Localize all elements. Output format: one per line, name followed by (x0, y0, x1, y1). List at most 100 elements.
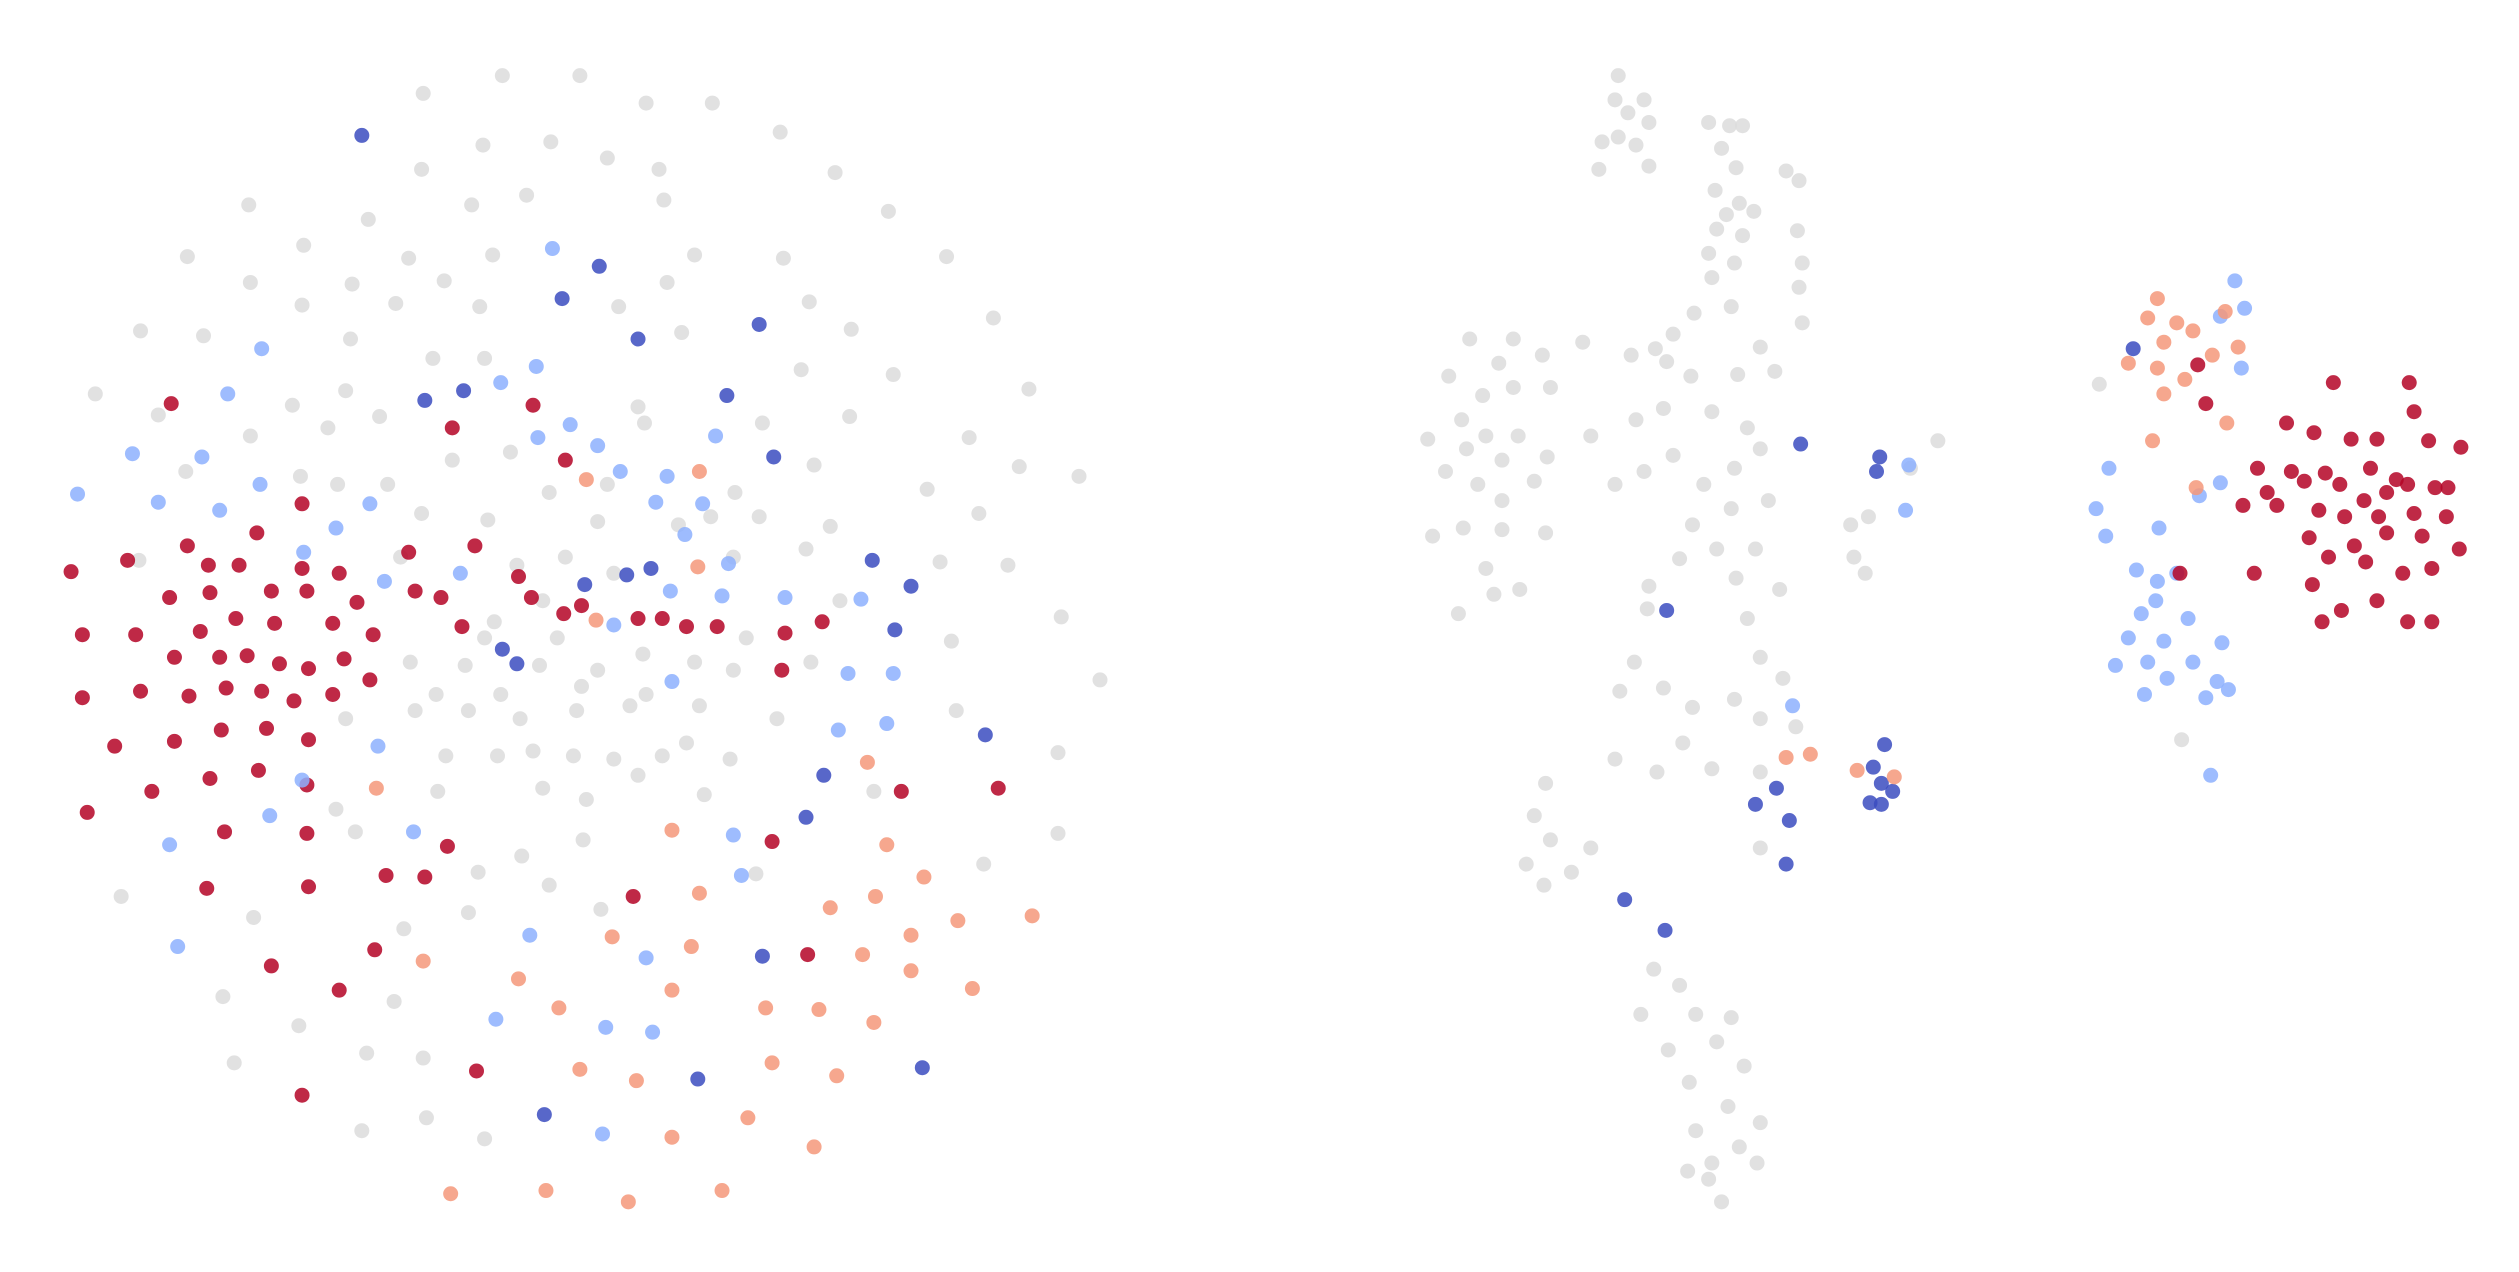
point (1684, 517, 1700, 533)
point (1672, 551, 1688, 567)
point (764, 834, 780, 850)
point (292, 468, 308, 484)
point (1505, 331, 1521, 347)
point (733, 867, 749, 883)
point (294, 496, 310, 512)
point (798, 809, 814, 825)
point (2214, 635, 2230, 651)
point (443, 1186, 459, 1202)
point (294, 560, 310, 576)
point (2400, 614, 2416, 630)
point (2317, 465, 2333, 481)
point-series (1785, 273, 2253, 783)
point (572, 68, 588, 84)
point (867, 888, 883, 904)
point (456, 383, 472, 399)
point (2379, 485, 2395, 500)
point (903, 578, 919, 594)
point (1704, 1155, 1720, 1171)
point (454, 619, 470, 635)
point (620, 1194, 636, 1210)
point (2343, 431, 2359, 447)
point (1696, 476, 1712, 492)
point (511, 569, 527, 585)
point (378, 867, 394, 883)
point (485, 247, 501, 263)
point (2311, 502, 2327, 518)
point (1701, 114, 1717, 130)
point (574, 678, 589, 694)
point (2325, 375, 2341, 391)
point (263, 958, 279, 974)
point (916, 869, 932, 885)
point (859, 754, 875, 770)
point (194, 449, 210, 465)
point (630, 611, 646, 627)
point (1607, 476, 1623, 492)
point (1539, 449, 1555, 465)
point (625, 888, 641, 904)
point (430, 783, 446, 799)
point (2098, 528, 2114, 544)
point (554, 291, 570, 307)
point (2198, 690, 2214, 706)
point (816, 767, 832, 783)
point (525, 397, 541, 413)
point (1736, 1058, 1752, 1074)
point (588, 612, 604, 628)
point (217, 824, 233, 840)
point (63, 564, 79, 580)
point (2151, 520, 2167, 536)
point (401, 544, 417, 560)
point (1024, 908, 1040, 924)
point (1538, 525, 1554, 541)
point (971, 506, 987, 522)
point (415, 85, 431, 101)
point (486, 614, 502, 630)
point (2406, 404, 2422, 420)
point (1680, 1163, 1696, 1179)
point (939, 249, 955, 265)
point (754, 948, 770, 964)
point (887, 622, 903, 638)
point (829, 1068, 845, 1084)
point (832, 593, 848, 609)
point (467, 538, 483, 554)
point (328, 520, 344, 536)
point (2101, 460, 2117, 476)
point (1610, 129, 1626, 145)
point (1641, 114, 1657, 130)
point (1701, 1171, 1717, 1187)
point (1623, 347, 1639, 363)
point (2140, 654, 2156, 670)
point (1655, 400, 1671, 416)
point (1704, 270, 1720, 286)
point (2427, 480, 2443, 496)
point (523, 590, 539, 606)
point (1462, 331, 1478, 347)
point (1583, 428, 1599, 444)
point (291, 1018, 307, 1034)
point (772, 124, 788, 140)
point (1633, 1006, 1649, 1022)
point (879, 837, 895, 853)
point (1785, 698, 1801, 714)
point (704, 95, 720, 111)
point (354, 1123, 370, 1139)
point (299, 825, 315, 841)
point (1752, 711, 1768, 727)
point (347, 824, 363, 840)
point (1655, 680, 1671, 696)
point (777, 625, 793, 641)
point (2212, 475, 2228, 491)
point (740, 1110, 756, 1126)
point (296, 237, 312, 253)
point (2230, 339, 2246, 355)
point (1760, 493, 1776, 509)
point (1646, 961, 1662, 977)
point (325, 615, 341, 631)
point (2156, 386, 2172, 402)
point (477, 1131, 493, 1147)
point (793, 362, 809, 378)
point (638, 950, 654, 966)
